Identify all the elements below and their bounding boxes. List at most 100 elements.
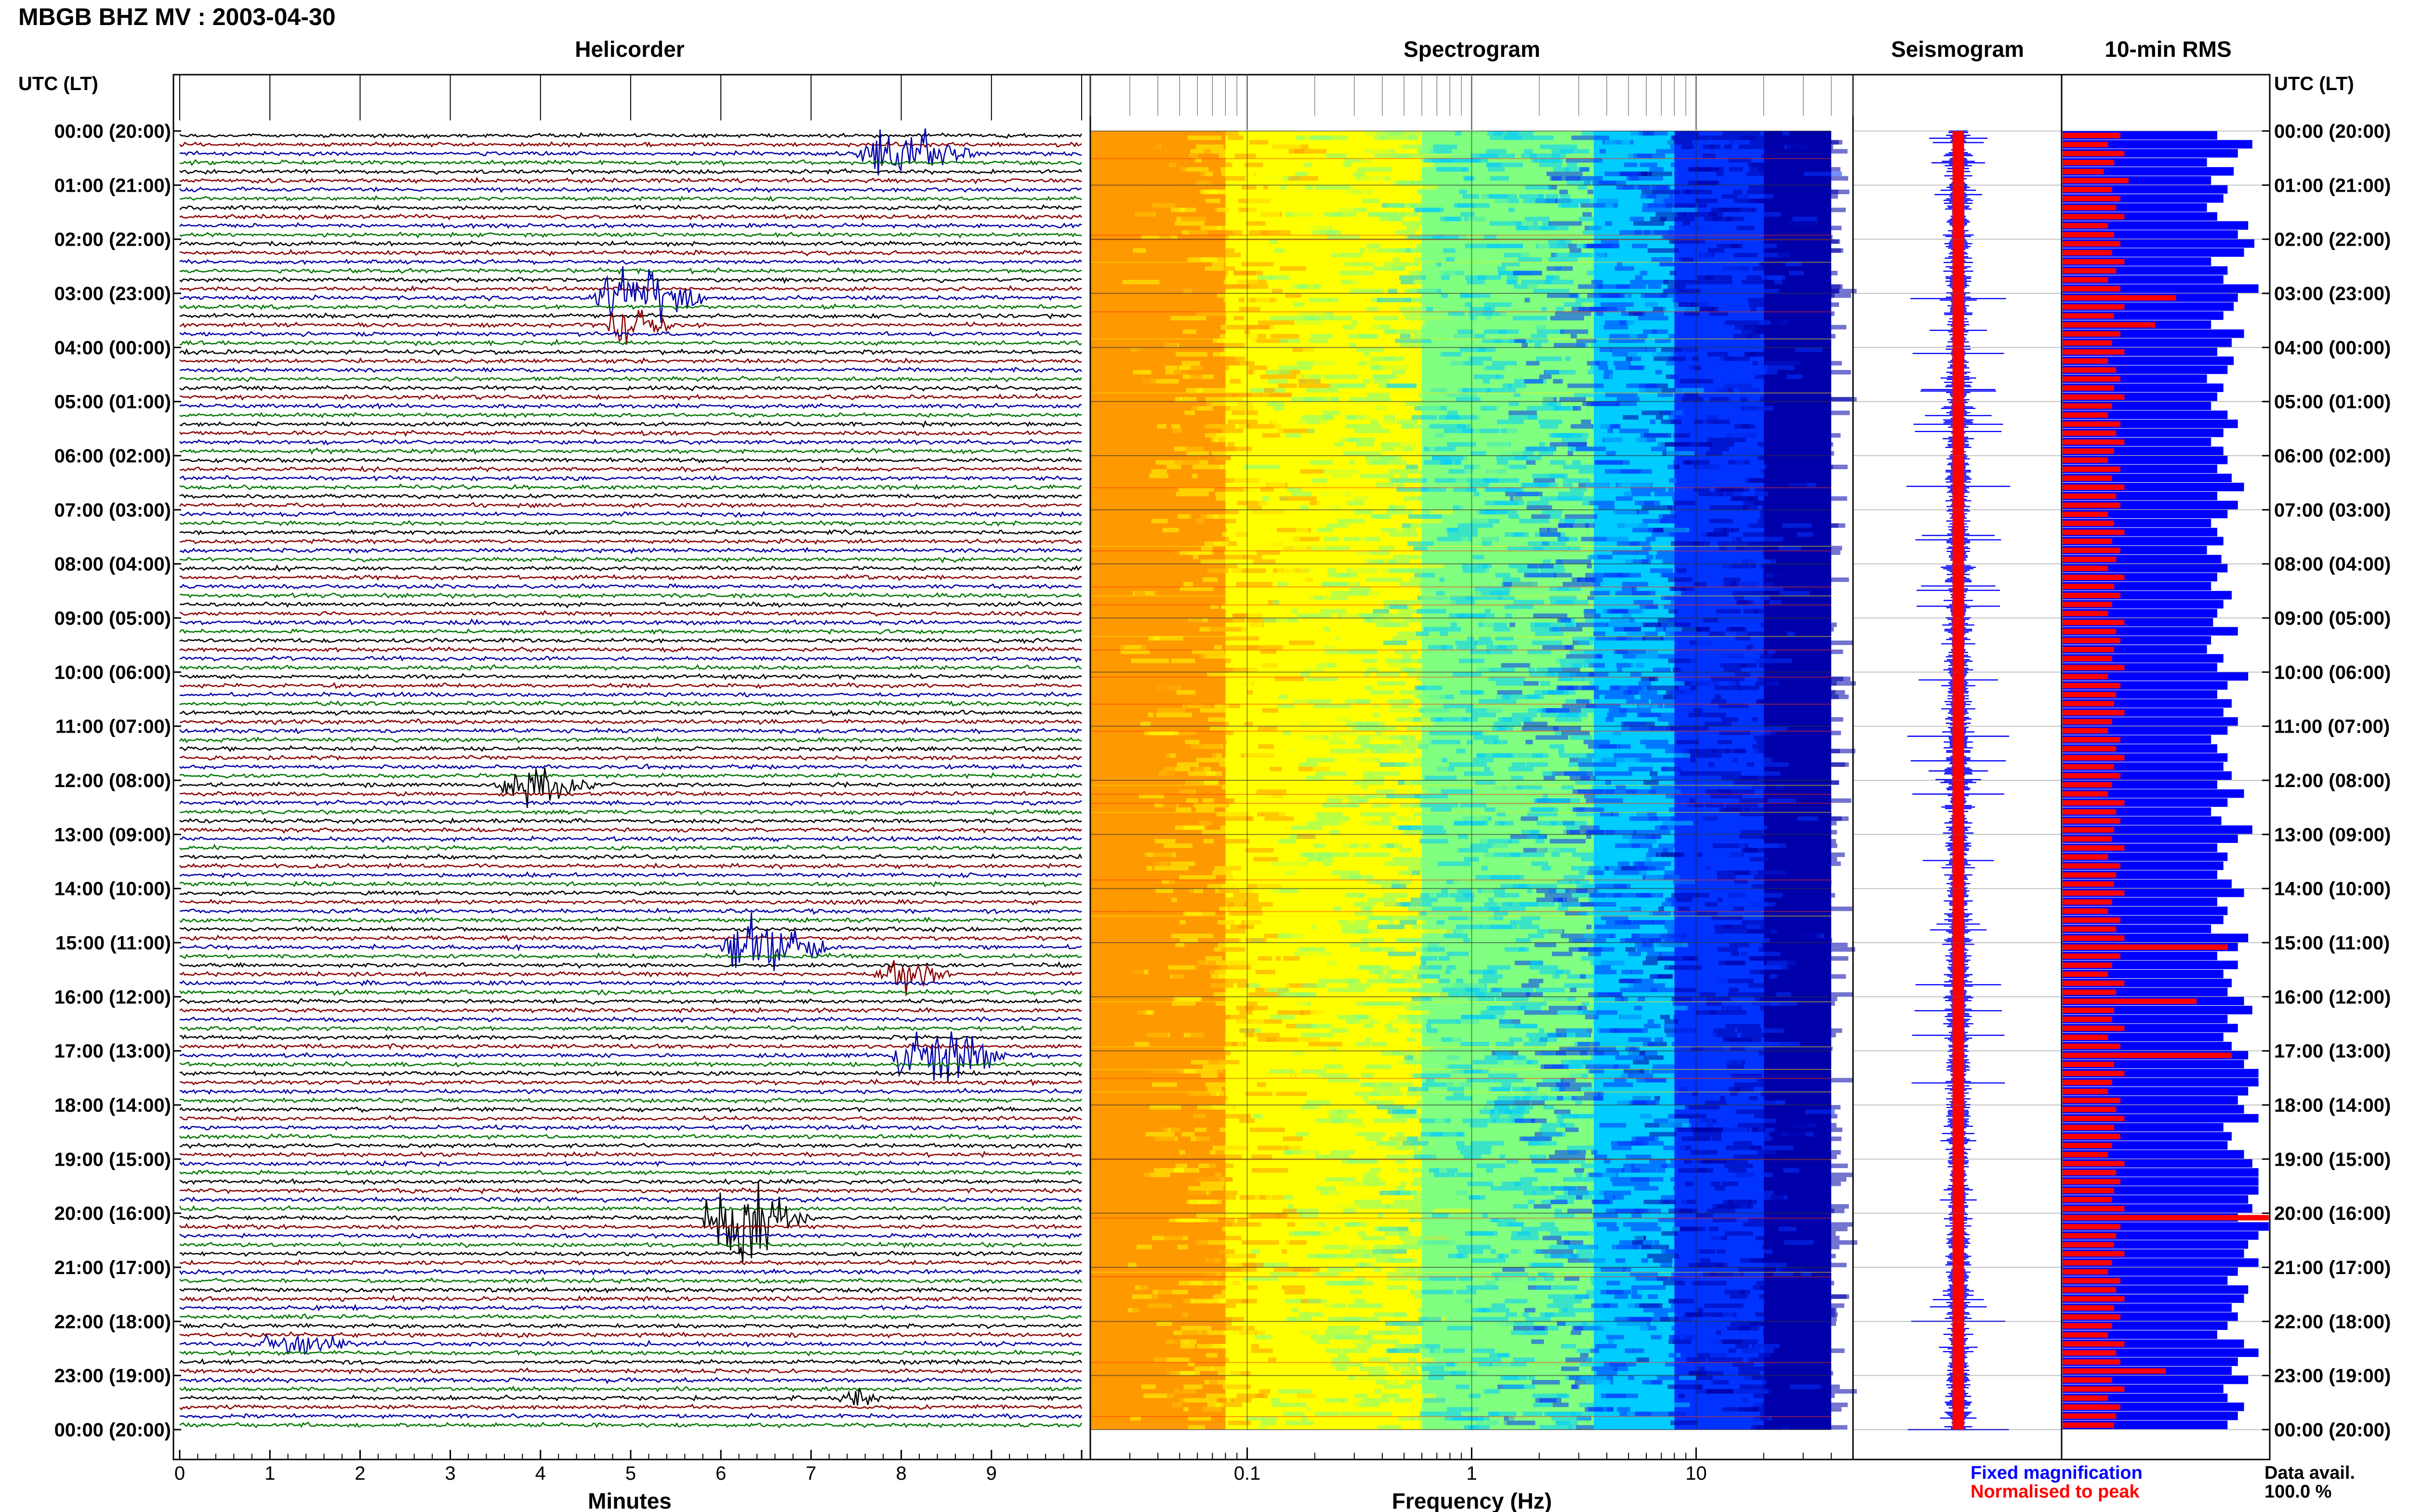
spectrogram-cell — [1320, 902, 1329, 907]
spectrogram-cell — [1300, 505, 1309, 510]
spectrogram-cell — [1125, 316, 1152, 321]
spectrogram-cell — [1396, 527, 1403, 533]
spectrogram-cell — [1705, 275, 1733, 280]
spectrogram-cell — [1503, 577, 1521, 582]
spectrogram-cell — [1481, 181, 1516, 185]
spectrogram-cell — [1593, 631, 1606, 636]
spectrogram-cell — [1804, 447, 1826, 451]
spectrogram-cell — [1298, 383, 1332, 388]
spectrogram-cell — [1259, 807, 1296, 812]
spectrogram-cell — [1243, 554, 1262, 560]
spectrogram-cell — [1371, 802, 1390, 808]
spectrogram-cell — [1765, 185, 1786, 190]
spectrogram-cell — [1390, 703, 1409, 709]
spectrogram-cell — [1465, 275, 1480, 280]
spectrogram-cell — [1549, 627, 1583, 632]
spectrogram-cell — [1127, 140, 1140, 145]
spectrogram-cell — [1397, 789, 1427, 794]
spectrogram-cell — [1440, 352, 1462, 357]
spectrogram-cell — [1494, 573, 1531, 578]
spectrogram-cell — [1447, 442, 1476, 447]
spectrogram-cell — [1568, 546, 1581, 551]
spectrogram-cell — [1571, 866, 1605, 871]
spectrogram-cell — [1236, 235, 1271, 239]
spectrogram-cell — [1435, 816, 1445, 821]
page-title: MBGB BHZ MV : 2003-04-30 — [18, 3, 336, 30]
spectrogram-cell — [1467, 915, 1481, 920]
spectrogram-cell — [1573, 406, 1581, 411]
spectrogram-cell — [1156, 541, 1183, 546]
spectrogram-cell — [1445, 225, 1470, 230]
spectrogram-cell — [1724, 307, 1743, 312]
spectrogram-cell — [1616, 447, 1631, 451]
spectrogram-cell — [1775, 401, 1788, 407]
spectrogram-cell — [1187, 239, 1198, 244]
spectrogram-cell — [1708, 519, 1733, 524]
spectrogram-cell — [1434, 478, 1468, 483]
spectrogram-cell — [1455, 131, 1462, 136]
spectrogram-cell — [1570, 735, 1592, 740]
spectrogram-cell — [1462, 568, 1489, 573]
spectrogram-cell — [1708, 681, 1736, 686]
spectrogram-cell — [1117, 870, 1144, 875]
spectrogram-cell — [1314, 600, 1326, 605]
spectrogram-cell — [1113, 960, 1128, 965]
spectrogram-cell — [1672, 496, 1702, 501]
spectrogram-cell — [1199, 298, 1204, 302]
spectrogram-cell — [1572, 577, 1581, 582]
spectrogram-cell — [1648, 848, 1674, 853]
spectrogram-cell — [1390, 546, 1412, 551]
spectrogram-cell — [1641, 559, 1649, 564]
spectrogram-cell — [1278, 812, 1317, 816]
spectrogram-cell — [1577, 758, 1591, 763]
spectrogram-cell — [1558, 902, 1581, 907]
spectrogram-cell — [1778, 546, 1801, 551]
spectrogram-cell — [1552, 951, 1573, 957]
spectrogram-cell — [1489, 221, 1522, 226]
spectrogram-cell — [1197, 798, 1233, 803]
spectrogram-cell — [1244, 428, 1262, 434]
spectrogram-cell — [1507, 428, 1524, 434]
spectrogram-cell — [1306, 776, 1324, 780]
spectrogram-cell — [1109, 343, 1142, 348]
spectrogram-cell — [1655, 943, 1688, 947]
spectrogram-cell — [1316, 496, 1354, 501]
spectrogram-cell — [1148, 198, 1186, 203]
spectrogram-cell — [1441, 275, 1450, 280]
spectrogram-cell — [1665, 924, 1679, 929]
spectrogram-cell — [1774, 420, 1807, 424]
spectrogram-cell — [1423, 627, 1461, 632]
spectrogram-cell — [1143, 771, 1155, 776]
spectrogram-cell — [1115, 464, 1133, 470]
spectrogram-cell — [1253, 559, 1275, 564]
spectrogram-cell — [1562, 437, 1587, 442]
spectrogram-cell — [1212, 451, 1233, 456]
spectrogram-cell — [1400, 442, 1421, 447]
spectrogram-cell — [1400, 334, 1411, 339]
spectrogram-cell — [1553, 726, 1581, 731]
spectrogram-cell — [1813, 546, 1820, 551]
spectrogram-cell — [1548, 401, 1556, 407]
spectrogram-cell — [1750, 162, 1765, 167]
spectrogram-cell — [1490, 320, 1499, 325]
spectrogram-cell — [1562, 703, 1596, 709]
spectrogram-cell — [1734, 749, 1745, 753]
spectrogram-cell — [1717, 244, 1743, 249]
spectrogram-cell — [1739, 843, 1745, 848]
helicorder-trace — [179, 925, 1082, 933]
spectrogram-cell — [1307, 857, 1322, 862]
spectrogram-cell — [1295, 483, 1306, 487]
spectrogram-cell — [1549, 830, 1570, 835]
spectrogram-cell — [1746, 171, 1778, 176]
spectrogram-cell — [1759, 252, 1790, 258]
spectrogram-cell — [1091, 140, 1124, 145]
spectrogram-cell — [1094, 302, 1115, 307]
spectrogram-cell — [1096, 839, 1111, 844]
spectrogram-cell — [1378, 695, 1409, 699]
spectrogram-cell — [1471, 181, 1494, 185]
helicorder-trace — [179, 159, 1082, 167]
spectrogram-cell — [1318, 456, 1344, 460]
spectrogram-cell — [1393, 821, 1406, 826]
spectrogram-cell — [1576, 622, 1609, 627]
spectrogram-cell — [1422, 947, 1445, 952]
